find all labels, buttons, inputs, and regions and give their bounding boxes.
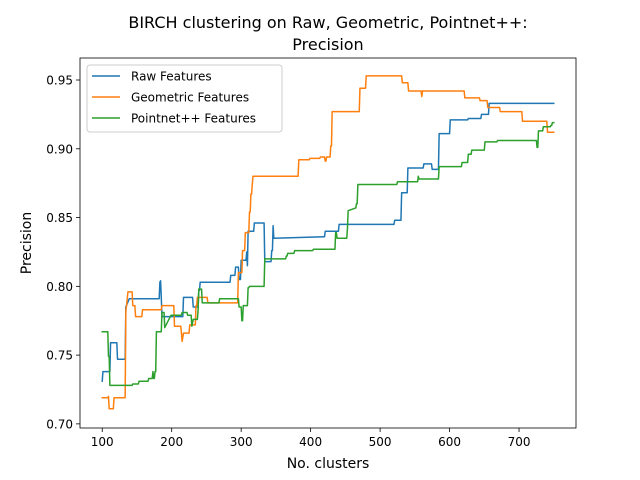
x-tick-label: 500 [369,435,392,449]
x-axis-label: No. clusters [287,456,370,472]
y-tick-label: 0.80 [46,280,73,294]
legend-box [86,64,283,133]
legend-label-1: Raw Features [131,70,212,84]
x-tick-label: 200 [160,435,183,449]
plot-area [79,57,577,429]
y-axis-label: Precision [19,212,35,274]
x-tick-label: 100 [91,435,114,449]
x-tick-label: 700 [508,435,531,449]
x-axis-ticks: 100 200 300 400 500 600 700 [91,428,531,449]
x-tick-label: 600 [438,435,461,449]
axes-frame [79,57,577,429]
legend: Raw Features Geometric Features Pointnet++… [86,64,283,133]
legend-label-3: Pointnet++ Features [131,112,256,126]
x-tick-label: 300 [230,435,253,449]
y-axis-ticks: 0.70 0.75 0.80 0.85 0.90 0.95 [46,74,80,431]
legend-label-2: Geometric Features [131,91,249,105]
series-line-1 [101,102,555,383]
y-tick-label: 0.95 [46,74,73,88]
chart-title-line-2: Precision [292,35,363,54]
y-tick-label: 0.70 [46,417,73,431]
y-tick-label: 0.75 [46,349,73,363]
legend-entries: Raw Features Geometric Features Pointnet++… [92,70,256,126]
series-line-2 [101,75,555,410]
chart-title-line-1: BIRCH clustering on Raw, Geometric, Poin… [128,13,527,32]
y-tick-label: 0.85 [46,211,73,225]
y-tick-label: 0.90 [46,142,73,156]
series-lines [101,75,555,410]
series-line-3 [101,121,555,387]
x-tick-label: 400 [299,435,322,449]
